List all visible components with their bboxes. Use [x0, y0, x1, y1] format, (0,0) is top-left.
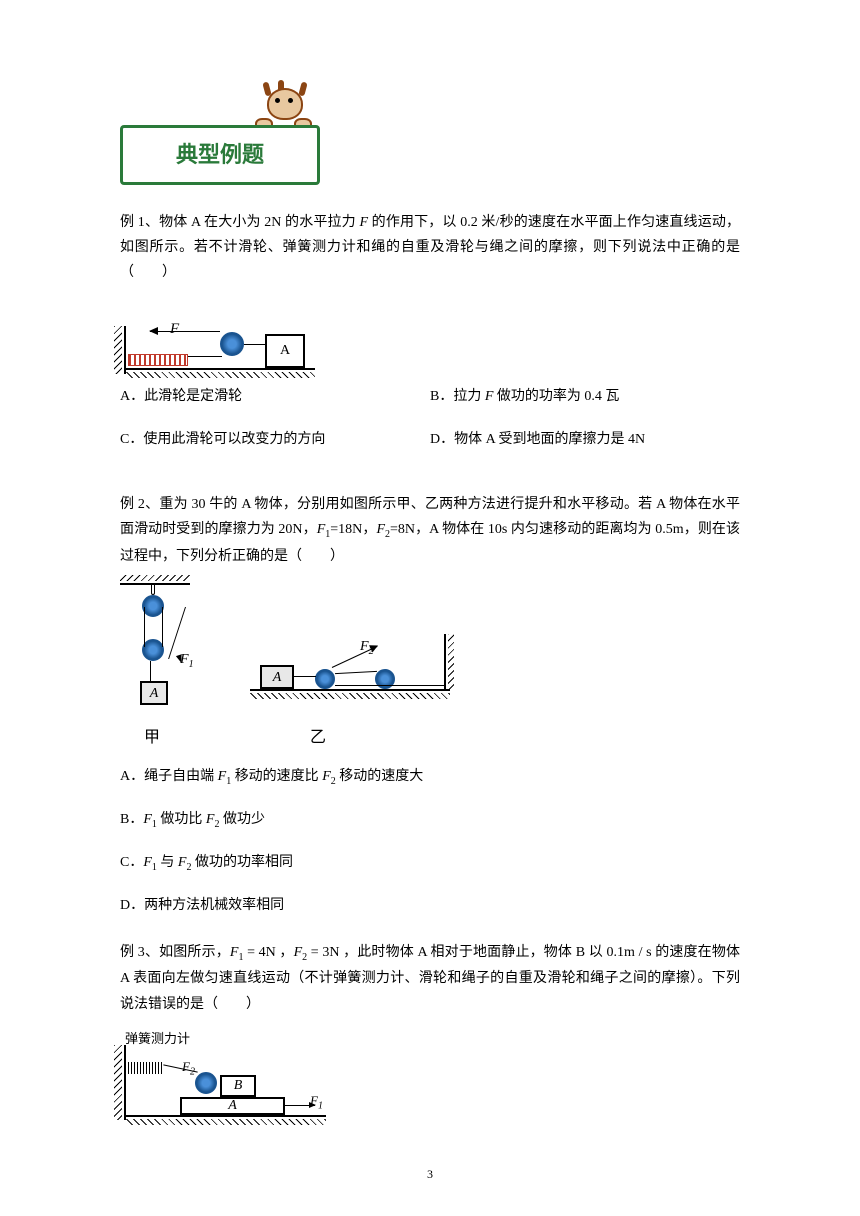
label-yi: 乙 — [310, 724, 326, 753]
block-a: A — [180, 1097, 285, 1115]
f1-label: F1 — [310, 1089, 323, 1116]
figure-1: F A — [120, 296, 315, 374]
problem-1-text: 例 1、物体 A 在大小为 2N 的水平拉力 F 的作用下，以 0.2 米/秒的… — [120, 210, 740, 286]
spring-gauge-icon — [128, 354, 188, 366]
pulley-icon — [315, 669, 335, 689]
f1-label: F1 — [180, 647, 194, 674]
banner-board: 典型例题 — [120, 125, 320, 185]
option-c: C．F1 与 F2 做功的功率相同 — [120, 850, 740, 877]
option-a: A．此滑轮是定滑轮 — [120, 384, 430, 409]
option-b: B．F1 做功比 F2 做功少 — [120, 807, 740, 834]
cartoon-person-icon — [250, 80, 320, 130]
spring-gauge-label: 弹簧测力计 — [125, 1027, 190, 1050]
f2-label: F2 — [360, 634, 374, 661]
pulley-icon — [375, 669, 395, 689]
option-d: D．两种方法机械效率相同 — [120, 893, 740, 918]
label-jia: 甲 — [144, 724, 160, 753]
f2-label: F2 — [182, 1055, 195, 1082]
page-number: 3 — [427, 1164, 433, 1186]
banner: 典型例题 — [120, 80, 340, 190]
problem-1: 例 1、物体 A 在大小为 2N 的水平拉力 F 的作用下，以 0.2 米/秒的… — [120, 210, 740, 470]
problem-2-options: A．绳子自由端 F1 移动的速度比 F2 移动的速度大 B．F1 做功比 F2 … — [120, 764, 740, 918]
problem-1-options: A．此滑轮是定滑轮 B．拉力 F 做功的功率为 0.4 瓦 C．使用此滑轮可以改… — [120, 384, 740, 470]
spring-gauge-icon — [128, 1062, 163, 1074]
force-label: F — [170, 316, 179, 343]
option-d: D．物体 A 受到地面的摩擦力是 4N — [430, 427, 740, 452]
option-c: C．使用此滑轮可以改变力的方向 — [120, 427, 430, 452]
problem-2-text: 例 2、重为 30 牛的 A 物体，分别用如图所示甲、乙两种方法进行提升和水平移… — [120, 492, 740, 569]
banner-title: 典型例题 — [176, 135, 264, 175]
block-a-yi: A — [260, 665, 294, 689]
problem-2: 例 2、重为 30 牛的 A 物体，分别用如图所示甲、乙两种方法进行提升和水平移… — [120, 492, 740, 918]
block-b: B — [220, 1075, 256, 1097]
option-b: B．拉力 F 做功的功率为 0.4 瓦 — [430, 384, 740, 409]
block-a: A — [265, 334, 305, 368]
pulley-icon — [195, 1072, 217, 1094]
problem-3: 例 3、如图所示，F1 = 4N ，F2 = 3N ，此时物体 A 相对于地面静… — [120, 940, 740, 1127]
figure-3: 弹簧测力计 F2 B A F1 — [120, 1027, 330, 1127]
block-a-jia: A — [140, 681, 168, 705]
figure-2: F1 A 甲 A F2 乙 — [120, 579, 460, 754]
problem-3-text: 例 3、如图所示，F1 = 4N ，F2 = 3N ，此时物体 A 相对于地面静… — [120, 940, 740, 1017]
force-arrow-icon — [150, 331, 220, 332]
pulley-icon — [220, 332, 244, 356]
option-a: A．绳子自由端 F1 移动的速度比 F2 移动的速度大 — [120, 764, 740, 791]
